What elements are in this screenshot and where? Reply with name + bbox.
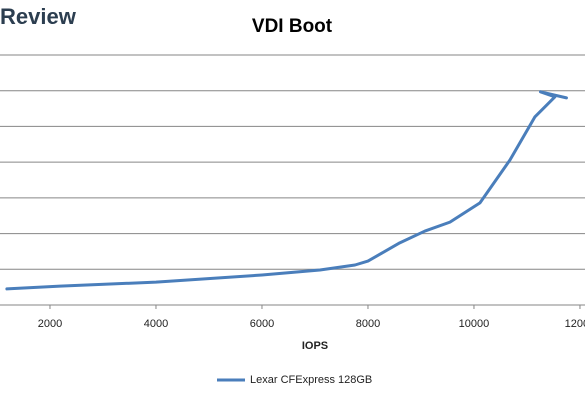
x-tick-label: 4000	[144, 318, 168, 330]
x-axis-title: IOPS	[302, 340, 328, 352]
x-tick-label: 10000	[459, 318, 490, 330]
chart-title: VDI Boot	[252, 16, 333, 37]
x-tick-label: 8000	[356, 318, 380, 330]
x-tick-label: 2000	[38, 318, 62, 330]
x-tick-label: 12000	[565, 318, 585, 330]
logo-text: Review	[0, 4, 77, 29]
x-tick-label: 6000	[250, 318, 274, 330]
data-line	[5, 90, 568, 291]
legend-label: Lexar CFExpress 128GB	[250, 374, 372, 386]
